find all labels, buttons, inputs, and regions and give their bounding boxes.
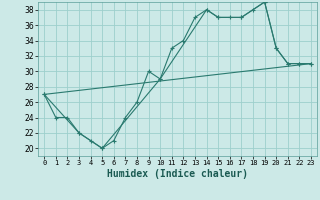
X-axis label: Humidex (Indice chaleur): Humidex (Indice chaleur): [107, 169, 248, 179]
